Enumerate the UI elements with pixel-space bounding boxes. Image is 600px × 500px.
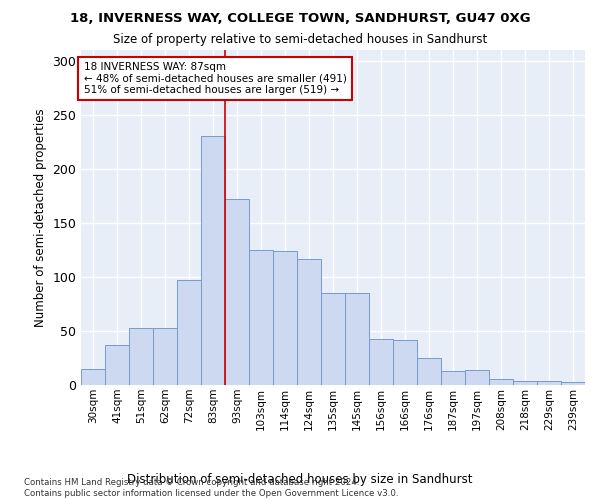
Y-axis label: Number of semi-detached properties: Number of semi-detached properties bbox=[34, 108, 47, 327]
Text: 18 INVERNESS WAY: 87sqm
← 48% of semi-detached houses are smaller (491)
51% of s: 18 INVERNESS WAY: 87sqm ← 48% of semi-de… bbox=[83, 62, 346, 95]
Bar bbox=[153, 328, 177, 385]
Bar bbox=[513, 380, 537, 385]
Text: Distribution of semi-detached houses by size in Sandhurst: Distribution of semi-detached houses by … bbox=[127, 472, 473, 486]
Bar bbox=[537, 380, 561, 385]
Bar bbox=[417, 358, 441, 385]
Bar bbox=[129, 328, 153, 385]
Text: Size of property relative to semi-detached houses in Sandhurst: Size of property relative to semi-detach… bbox=[113, 32, 487, 46]
Bar bbox=[177, 280, 201, 385]
Bar bbox=[441, 371, 465, 385]
Text: 18, INVERNESS WAY, COLLEGE TOWN, SANDHURST, GU47 0XG: 18, INVERNESS WAY, COLLEGE TOWN, SANDHUR… bbox=[70, 12, 530, 26]
Bar bbox=[321, 293, 345, 385]
Bar bbox=[489, 378, 513, 385]
Bar bbox=[81, 369, 105, 385]
Bar bbox=[465, 370, 489, 385]
Bar bbox=[225, 199, 249, 385]
Text: Contains HM Land Registry data © Crown copyright and database right 2024.
Contai: Contains HM Land Registry data © Crown c… bbox=[24, 478, 398, 498]
Bar bbox=[273, 251, 297, 385]
Bar bbox=[201, 136, 225, 385]
Bar bbox=[345, 293, 369, 385]
Bar bbox=[297, 258, 321, 385]
Bar bbox=[105, 345, 129, 385]
Bar bbox=[561, 382, 585, 385]
Bar bbox=[393, 340, 417, 385]
Bar bbox=[249, 250, 273, 385]
Bar bbox=[369, 338, 393, 385]
